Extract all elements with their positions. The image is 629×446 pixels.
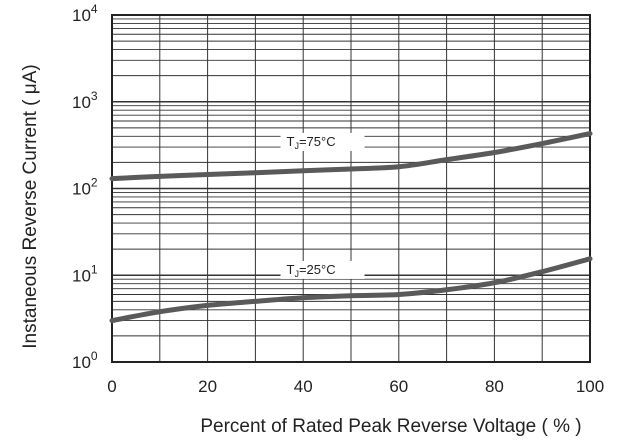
- y-tick-label: 103: [72, 89, 98, 112]
- x-tick-label: 60: [389, 377, 408, 396]
- x-axis-title: Percent of Rated Peak Reverse Voltage ( …: [200, 416, 581, 437]
- x-tick-label: 40: [294, 377, 313, 396]
- curve-label-background: [280, 132, 365, 151]
- plot-frame: [111, 14, 591, 363]
- y-tick-label: 102: [72, 176, 98, 199]
- series-line: [109, 131, 593, 182]
- y-tick-label: 100: [72, 349, 98, 372]
- x-tick-label: 100: [576, 377, 604, 396]
- x-tick-label: 20: [198, 377, 217, 396]
- x-tick-label: 0: [107, 377, 116, 396]
- curve-label-background: [280, 260, 365, 279]
- y-axis-title: Instaneous Reverse Current ( μA): [20, 64, 41, 348]
- curve-labels: TJ=75°C TJ=25°C: [280, 132, 365, 279]
- x-tick-label: 80: [485, 377, 504, 396]
- axis-ticks: 0 20 40 60 80 100 100 101 102 103 104: [72, 2, 604, 396]
- y-tick-label: 101: [72, 262, 98, 285]
- grid: [112, 15, 590, 363]
- series-line: [109, 256, 593, 324]
- curves: [109, 131, 593, 324]
- curve-label: TJ=25°C: [287, 262, 336, 279]
- y-tick-label: 104: [72, 2, 98, 25]
- curve-label: TJ=75°C: [287, 134, 336, 151]
